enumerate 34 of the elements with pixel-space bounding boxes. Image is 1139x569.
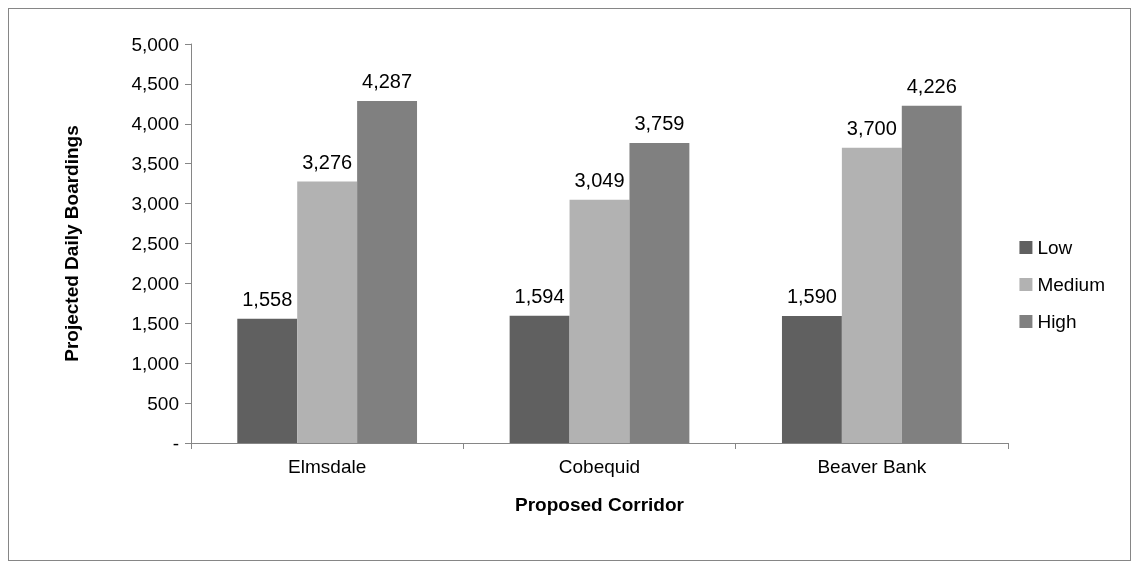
data-label: 4,287 <box>362 69 413 92</box>
x-tick-label: Beaver Bank <box>817 456 927 477</box>
y-tick-label: 1,500 <box>131 312 179 334</box>
x-axis-title: Proposed Corridor <box>515 494 685 515</box>
y-tick-label: 3,500 <box>131 153 179 175</box>
bar <box>841 147 902 443</box>
legend-label: Medium <box>1037 274 1105 295</box>
y-tick-label: 500 <box>147 392 179 414</box>
data-label: 3,700 <box>846 116 897 139</box>
data-label: 1,594 <box>514 284 565 307</box>
legend-label: High <box>1037 311 1077 332</box>
data-label: 1,558 <box>242 287 293 310</box>
data-label: 3,276 <box>302 150 353 173</box>
data-label: 3,759 <box>634 112 685 135</box>
y-tick-label: - <box>172 432 179 454</box>
y-tick-label: 4,500 <box>131 73 179 95</box>
bar <box>781 316 842 443</box>
y-tick-label: 1,000 <box>131 352 179 374</box>
bar <box>237 318 298 443</box>
y-axis-title: Projected Daily Boardings <box>61 125 82 362</box>
y-tick-label: 4,000 <box>131 113 179 135</box>
bar <box>509 315 570 443</box>
x-tick-label: Cobequid <box>558 456 641 477</box>
x-tick-label: Elmsdale <box>288 456 367 477</box>
y-tick-label: 5,000 <box>131 33 179 55</box>
legend-label: Low <box>1037 237 1073 258</box>
y-tick-label: 2,500 <box>131 233 179 254</box>
y-tick-label: 2,000 <box>131 272 179 294</box>
bar <box>297 181 358 443</box>
data-label: 1,590 <box>786 285 837 308</box>
data-label: 4,226 <box>906 74 957 97</box>
bar <box>569 199 630 443</box>
data-label: 3,049 <box>574 168 625 191</box>
y-tick-label: 3,000 <box>131 193 179 215</box>
